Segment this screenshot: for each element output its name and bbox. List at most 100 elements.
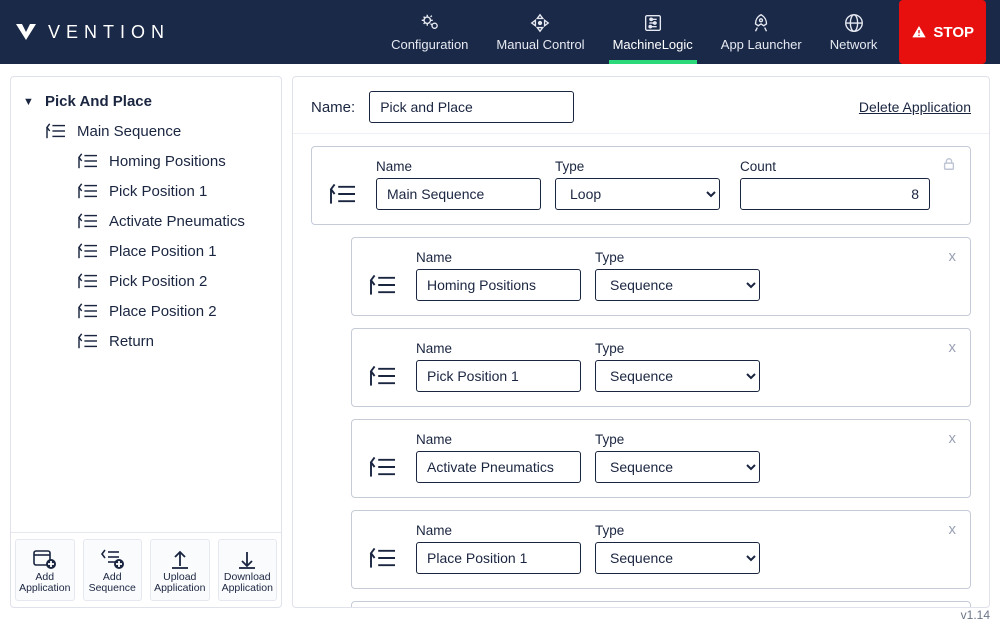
upload-application-button[interactable]: UploadApplication <box>150 539 210 601</box>
tree-label: Return <box>109 333 154 350</box>
tree-child[interactable]: Activate Pneumatics <box>17 206 275 236</box>
top-bar: VENTION Configuration Manual Control Mac… <box>0 0 1000 64</box>
version-label: v1.14 <box>961 608 990 622</box>
sequence-cards[interactable]: Name Type Loop Count xNameTypeSequencexN… <box>293 134 989 607</box>
sequence-name-input[interactable] <box>416 542 581 574</box>
sequence-icon <box>368 455 398 479</box>
left-panel: ▼ Pick And Place Main Sequence Homing Po… <box>10 76 282 608</box>
left-actions: AddApplication AddSequence UploadApplica… <box>11 532 281 607</box>
sequence-name-input[interactable] <box>416 269 581 301</box>
close-icon[interactable]: x <box>949 339 957 356</box>
sequence-icon <box>368 273 398 297</box>
sequence-type-select[interactable]: Sequence <box>595 451 760 483</box>
stop-button[interactable]: STOP <box>899 0 986 64</box>
tab-label: App Launcher <box>721 37 802 52</box>
tree-label: Main Sequence <box>77 123 181 140</box>
tree-root[interactable]: ▼ Pick And Place <box>17 87 275 116</box>
close-icon[interactable]: x <box>949 521 957 538</box>
sequence-icon <box>77 242 99 260</box>
field-label-name: Name <box>376 159 541 174</box>
sequence-icon <box>77 152 99 170</box>
sequence-name-input[interactable] <box>376 178 541 210</box>
download-icon <box>234 548 260 570</box>
sub-sequence-card[interactable]: xNameTypeSequence <box>351 237 971 316</box>
close-icon[interactable]: x <box>949 248 957 265</box>
field-label-type: Type <box>595 432 760 447</box>
main-sequence-card[interactable]: Name Type Loop Count <box>311 146 971 225</box>
action-label: AddApplication <box>19 572 70 594</box>
sequence-type-select[interactable]: Loop <box>555 178 720 210</box>
delete-application-link[interactable]: Delete Application <box>859 99 971 115</box>
field-label-type: Type <box>555 159 720 174</box>
tab-label: Network <box>830 37 878 52</box>
caret-down-icon: ▼ <box>23 96 35 108</box>
brand-text: VENTION <box>48 22 170 43</box>
tree-label: Activate Pneumatics <box>109 213 245 230</box>
upload-icon <box>167 548 193 570</box>
sub-sequence-card[interactable]: xNameType <box>351 601 971 607</box>
tab-machinelogic[interactable]: MachineLogic <box>599 0 707 64</box>
sequence-name-input[interactable] <box>416 360 581 392</box>
field-label-count: Count <box>740 159 930 174</box>
add-sequence-button[interactable]: AddSequence <box>83 539 143 601</box>
warning-icon <box>911 24 927 40</box>
editor-header: Name: Delete Application <box>293 77 989 134</box>
tree-child[interactable]: Place Position 1 <box>17 236 275 266</box>
tab-label: Configuration <box>391 37 468 52</box>
field-label-name: Name <box>416 523 581 538</box>
add-sequence-icon <box>99 548 125 570</box>
sequence-icon <box>368 546 398 570</box>
tree-child[interactable]: Homing Positions <box>17 146 275 176</box>
nav-tabs: Configuration Manual Control MachineLogi… <box>377 0 986 64</box>
tree-child[interactable]: Pick Position 1 <box>17 176 275 206</box>
sub-sequence-card[interactable]: x Name Type Sequence <box>351 510 971 589</box>
compass-arrows-icon <box>529 12 551 34</box>
tree-label: Place Position 1 <box>109 243 217 260</box>
tab-manual-control[interactable]: Manual Control <box>482 0 598 64</box>
tree-root-label: Pick And Place <box>45 93 152 110</box>
sub-sequence-card[interactable]: x Name Type Sequence <box>351 419 971 498</box>
sub-sequence-card[interactable]: xNameTypeSequence <box>351 328 971 407</box>
rocket-icon <box>750 12 772 34</box>
tab-app-launcher[interactable]: App Launcher <box>707 0 816 64</box>
sequence-icon <box>77 332 99 350</box>
stop-label: STOP <box>933 24 974 41</box>
sequence-type-select[interactable]: Sequence <box>595 542 760 574</box>
tab-configuration[interactable]: Configuration <box>377 0 482 64</box>
sequence-icon <box>77 302 99 320</box>
sequence-icon <box>77 272 99 290</box>
sequence-type-select[interactable]: Sequence <box>595 269 760 301</box>
field-label-type: Type <box>595 523 760 538</box>
close-icon[interactable]: x <box>949 430 957 447</box>
field-label-name: Name <box>416 250 581 265</box>
tree-child[interactable]: Place Position 2 <box>17 296 275 326</box>
add-application-icon <box>32 548 58 570</box>
action-label: DownloadApplication <box>222 572 273 594</box>
sliders-panel-icon <box>642 12 664 34</box>
tab-network[interactable]: Network <box>816 0 892 64</box>
tree-child[interactable]: Pick Position 2 <box>17 266 275 296</box>
field-label-name: Name <box>416 432 581 447</box>
tree-main-sequence[interactable]: Main Sequence <box>17 116 275 146</box>
lock-icon <box>942 157 956 171</box>
sequence-icon <box>77 212 99 230</box>
sequence-type-select[interactable]: Sequence <box>595 360 760 392</box>
sequence-icon <box>45 122 67 140</box>
name-label: Name: <box>311 99 355 116</box>
add-application-button[interactable]: AddApplication <box>15 539 75 601</box>
sequence-icon <box>77 182 99 200</box>
sequence-icon <box>328 182 358 206</box>
action-label: UploadApplication <box>154 572 205 594</box>
sequence-count-input[interactable] <box>740 178 930 210</box>
editor-panel: Name: Delete Application Name Type <box>292 76 990 608</box>
globe-icon <box>843 12 865 34</box>
work-area: ▼ Pick And Place Main Sequence Homing Po… <box>0 64 1000 608</box>
download-application-button[interactable]: DownloadApplication <box>218 539 278 601</box>
sequence-name-input[interactable] <box>416 451 581 483</box>
application-name-input[interactable] <box>369 91 574 123</box>
tree-label: Pick Position 1 <box>109 183 207 200</box>
gears-icon <box>419 12 441 34</box>
tree-label: Place Position 2 <box>109 303 217 320</box>
tree-child[interactable]: Return <box>17 326 275 356</box>
action-label: AddSequence <box>89 572 136 594</box>
